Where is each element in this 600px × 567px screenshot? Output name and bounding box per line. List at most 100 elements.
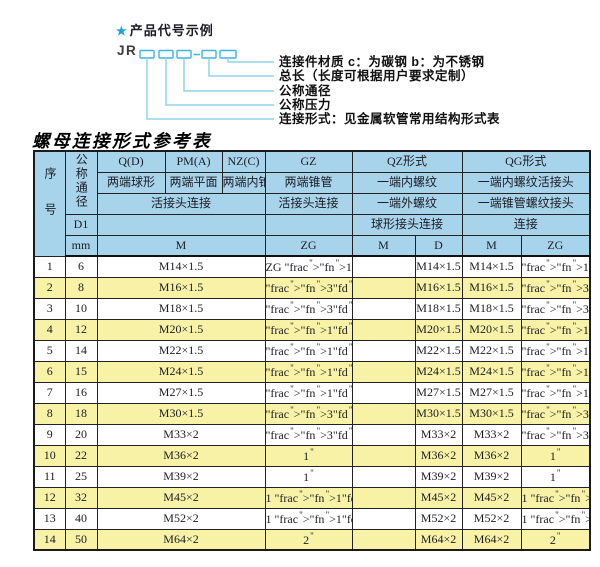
header-unit-qz-d: D (414, 234, 463, 257)
m-cell: M20×1.5 (96, 318, 266, 341)
qg-zg-cell: "frac">"fn">3"fd">8" (520, 276, 591, 299)
qg-zg-cell: "frac">"fn">1"fd">4" (520, 255, 591, 278)
seq-cell: 13 (33, 507, 66, 530)
header-group-qz: QZ形式 (351, 150, 463, 173)
m-cell: M45×2 (96, 486, 266, 509)
qg-m-cell: M20×1.5 (461, 318, 522, 341)
code-box-1 (139, 49, 155, 59)
qz-d-cell: M22×1.5 (414, 339, 463, 362)
qz-d-cell: M52×2 (414, 507, 463, 530)
qg-zg-cell: 1" (520, 444, 591, 467)
table-row: 310M18×1.5"frac">"fn">3"fd">8"M18×1.5M18… (33, 297, 591, 320)
m-cell: M39×2 (96, 465, 266, 488)
qg-zg-cell: "frac">"fn">1"fd">2" (520, 360, 591, 383)
seq-cell: 11 (33, 465, 66, 488)
label-nominal-pressure: 公称压力 (279, 98, 332, 112)
m-cell: M18×1.5 (96, 297, 266, 320)
qz-m-cell (351, 297, 416, 320)
qg-m-cell: M24×1.5 (461, 360, 522, 383)
header-dn-text: 公称通径 (74, 153, 89, 210)
header-unit-m: M (96, 234, 266, 257)
header-empty-m (96, 213, 266, 236)
header-qg-desc1: 一端内螺纹活接头 (461, 171, 591, 194)
gz-cell: 1 "frac">"fn">1"fd">2" (264, 507, 353, 530)
gz-cell: "frac">"fn">1"fd">2" (264, 360, 353, 383)
gz-cell: 2" (264, 528, 353, 551)
header-group-nz: NZ(C) (221, 150, 266, 173)
header-union-connect: 活接头连接 (96, 192, 266, 215)
qz-d-cell: M16×1.5 (414, 276, 463, 299)
table-row: 412M20×1.5"frac">"fn">1"fd">2"M20×1.5M20… (33, 318, 591, 341)
m-cell: M14×1.5 (96, 255, 266, 278)
qz-d-cell: M14×1.5 (414, 255, 463, 278)
qg-zg-cell: "frac">"fn">1"fd">2" (520, 318, 591, 341)
label-connection-form: 连接形式：见金属软管常用结构形式表 (279, 112, 501, 126)
qz-m-cell (351, 381, 416, 404)
header-qz-desc3: 球形接头连接 (351, 213, 463, 236)
header-qg-desc3: 连接 (461, 213, 591, 236)
qz-d-cell: M45×2 (414, 486, 463, 509)
header-seq: 序号 (33, 150, 66, 257)
qg-zg-cell: "frac">"fn">1"fd">2" (520, 381, 591, 404)
dn-cell: 10 (64, 297, 98, 320)
code-box-4 (201, 49, 217, 59)
gz-cell: 1" (264, 444, 353, 467)
m-cell: M22×1.5 (96, 339, 266, 362)
qg-zg-cell: "frac">"fn">1"fd">2" (520, 339, 591, 362)
connector-line-material (227, 58, 274, 63)
seq-cell: 4 (33, 318, 66, 341)
table-row: 11 25 M39×2 1" M39×2 M39×2 1" (33, 465, 591, 488)
dn-cell: 32 (64, 486, 98, 509)
label-nominal-diameter: 公称通径 (279, 84, 332, 98)
connector-line-length (208, 58, 274, 77)
dn-cell: 12 (64, 318, 98, 341)
header-unit-qg-m: M (461, 234, 522, 257)
dn-cell: 20 (64, 423, 98, 446)
table-row: 14 50 M64×2 2" M64×2 M64×2 2" (33, 528, 591, 551)
seq-cell: 14 (33, 528, 66, 551)
qg-zg-cell: 1 "frac">"fn">1"fd">2" (520, 507, 591, 530)
header-group-pm: PM(A) (164, 150, 223, 173)
seq-cell: 8 (33, 402, 66, 425)
header-group-gz: GZ (264, 150, 353, 173)
qg-m-cell: M16×1.5 (461, 276, 522, 299)
seq-cell: 7 (33, 381, 66, 404)
table-row: 818M30×1.5"frac">"fn">3"fd">4"M30×1.5M30… (33, 402, 591, 425)
gz-cell: "frac">"fn">1"fd">2" (264, 381, 353, 404)
qz-m-cell (351, 507, 416, 530)
header-unit-qg-zg: ZG (520, 234, 591, 257)
gz-cell: "frac">"fn">1"fd">2" (264, 318, 353, 341)
qz-m-cell (351, 528, 416, 551)
qg-zg-cell: "frac">"fn">3"fd">4" (520, 402, 591, 425)
qg-zg-cell: 2" (520, 528, 591, 551)
connector-lines-graphic (139, 49, 274, 120)
qz-m-cell (351, 360, 416, 383)
gz-cell: "frac">"fn">3"fd">8" (264, 276, 353, 299)
qz-m-cell (351, 423, 416, 446)
dn-cell: 40 (64, 507, 98, 530)
header-unit-zg: ZG (264, 234, 353, 257)
header-nz-desc: 两端内锥 (221, 171, 266, 194)
qg-m-cell: M22×1.5 (461, 339, 522, 362)
connector-line-pressure (165, 58, 274, 106)
qz-d-cell: M64×2 (414, 528, 463, 551)
qz-d-cell: M36×2 (414, 444, 463, 467)
qg-zg-cell: 1 "frac">"fn">1"fd">4" (520, 486, 591, 509)
nut-connection-reference-table: 序号 公称通径 Q(D) PM(A) NZ(C) GZ QZ形式 QG形式 两端… (33, 150, 591, 551)
header-qg-desc2: 一端锥管螺纹接头 (461, 192, 591, 215)
seq-cell: 2 (33, 276, 66, 299)
qz-m-cell (351, 255, 416, 278)
header-dn: 公称通径 (64, 150, 98, 215)
dn-cell: 22 (64, 444, 98, 467)
qz-d-cell: M24×1.5 (414, 360, 463, 383)
qz-m-cell (351, 339, 416, 362)
header-d1: D1 (64, 213, 98, 236)
header-gz-desc: 两端锥管 (264, 171, 353, 194)
gz-cell: "frac">"fn">1"fd">2" (264, 339, 353, 362)
m-cell: M64×2 (96, 528, 266, 551)
table-row: 10 22 M36×2 1" M36×2 M36×2 1" (33, 444, 591, 467)
table-row: 615M24×1.5"frac">"fn">1"fd">2"M24×1.5M24… (33, 360, 591, 383)
